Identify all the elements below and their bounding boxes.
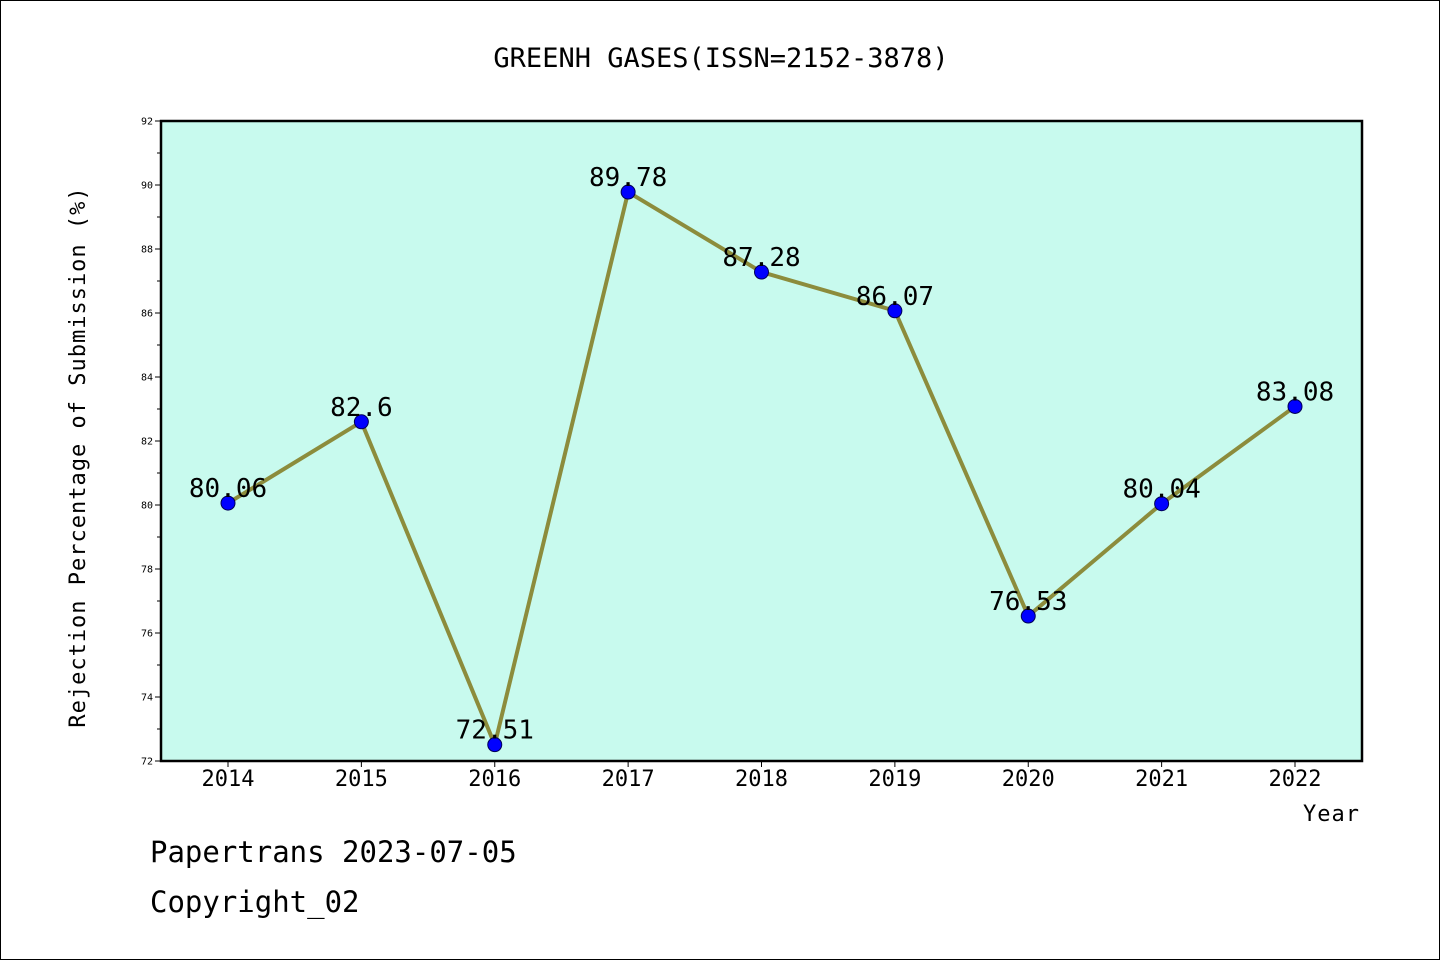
- x-tick-label: 2014: [202, 767, 255, 792]
- data-label: 76.53: [989, 587, 1067, 617]
- data-point: [1287, 398, 1303, 414]
- data-point: [620, 184, 636, 200]
- plot-border: [159, 119, 1364, 763]
- x-tick-label: 2018: [735, 767, 788, 792]
- data-label: 83.08: [1256, 377, 1334, 407]
- data-point: [754, 264, 769, 280]
- x-tick-label: 2020: [1002, 767, 1055, 792]
- data-point: [1154, 496, 1170, 512]
- y-tick-label: 90: [141, 181, 153, 192]
- x-tick-label: 2015: [335, 767, 388, 792]
- data-label: 86.07: [856, 282, 934, 312]
- y-tick-label: 92: [141, 117, 153, 128]
- data-point: [220, 495, 236, 511]
- data-point: [353, 414, 369, 430]
- data-label: 89.78: [589, 163, 667, 193]
- y-axis-label: Rejection Percentage of Submission (%): [66, 186, 91, 727]
- data-label: 72.51: [456, 716, 534, 746]
- x-tick-label: 2022: [1269, 767, 1322, 792]
- data-label: 80.04: [1122, 475, 1200, 505]
- footer-date-text: Papertrans 2023-07-05: [150, 835, 517, 869]
- x-tick-label: 2021: [1135, 767, 1188, 792]
- data-label: 87.28: [722, 243, 800, 273]
- x-axis-label: Year: [1303, 802, 1360, 827]
- data-point: [887, 303, 903, 319]
- x-tick-label: 2016: [468, 767, 521, 792]
- footer-copyright-text: Copyright_02: [150, 885, 360, 919]
- x-tick-label: 2017: [602, 767, 655, 792]
- y-tick-label: 84: [141, 373, 153, 384]
- x-tick-label: 2019: [868, 767, 921, 792]
- y-tick-label: 82: [141, 437, 153, 448]
- chart-title: GREENH GASES(ISSN=2152-3878): [493, 43, 948, 74]
- plot-area: [161, 121, 1362, 761]
- data-point: [1020, 608, 1036, 624]
- chart-marks: 72 74 76 78 80 82 84 86 88 90 92 2014 2015 2016 2017 20…: [141, 117, 1334, 793]
- y-tick-label: 86: [141, 309, 153, 320]
- y-tick-label: 72: [141, 757, 153, 768]
- y-tick-label: 74: [141, 693, 153, 704]
- data-label: 80.06: [189, 474, 267, 504]
- data-point: [487, 737, 503, 753]
- y-tick-label: 78: [141, 565, 153, 576]
- y-tick-label: 76: [141, 629, 153, 640]
- y-tick-label: 80: [141, 501, 153, 512]
- y-tick-label: 88: [141, 245, 153, 256]
- data-label: 82.6: [330, 393, 393, 423]
